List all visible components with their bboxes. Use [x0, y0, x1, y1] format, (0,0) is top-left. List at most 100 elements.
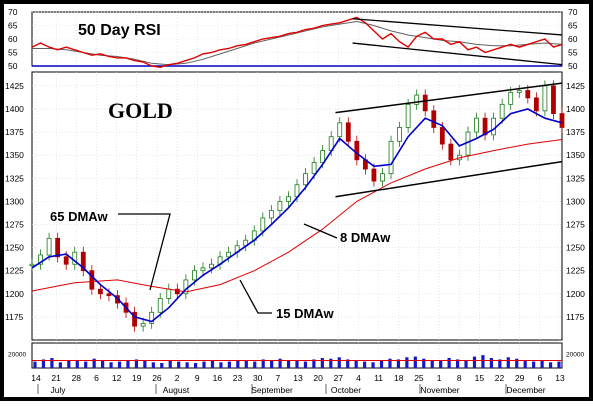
volume-bar — [67, 360, 71, 368]
volume-bar — [109, 362, 113, 368]
volume-bar — [286, 360, 291, 368]
gold-y-tick-right: 1250 — [566, 243, 585, 253]
x-tick-label: 26 — [152, 373, 162, 383]
price-candle-body — [260, 217, 266, 232]
x-tick-label: 19 — [132, 373, 142, 383]
volume-bar — [160, 363, 164, 368]
vol-y-tick-left: 20000 — [8, 352, 26, 359]
x-tick-label: 21 — [51, 373, 61, 383]
volume-bar — [219, 362, 223, 368]
volume-bar — [489, 358, 493, 368]
price-candle-body — [97, 288, 103, 295]
price-candle-body — [63, 256, 69, 265]
gold-y-tick-right: 1325 — [566, 173, 585, 183]
volume-bar — [126, 360, 130, 368]
x-tick-label: 28 — [72, 373, 82, 383]
volume-bar — [515, 358, 519, 368]
volume-bar — [101, 360, 105, 368]
price-candle-body — [414, 94, 420, 105]
price-candle-body — [337, 122, 343, 138]
volume-bar — [227, 361, 231, 368]
volume-bar — [464, 360, 468, 368]
x-tick-label: 18 — [394, 373, 404, 383]
month-label: October — [331, 385, 361, 395]
x-tick-label: 4 — [356, 373, 361, 383]
x-tick-label: 2 — [175, 373, 180, 383]
x-tick-label: 9 — [195, 373, 200, 383]
volume-bar — [151, 362, 155, 368]
volume-bar — [413, 356, 417, 368]
rsi-y-tick-right: 70 — [568, 7, 578, 17]
price-candle-body — [345, 122, 351, 142]
price-candle-body — [277, 200, 283, 212]
rsi-trendline-0 — [352, 18, 563, 36]
volume-bar — [481, 355, 485, 368]
rsi-y-tick-left: 70 — [8, 7, 18, 17]
x-tick-label: 27 — [334, 373, 344, 383]
price-candle-body — [140, 322, 146, 327]
price-candle-body — [516, 90, 522, 93]
volume-bar — [50, 358, 54, 368]
price-candle-body — [200, 267, 206, 272]
inner-background — [4, 4, 589, 397]
price-candle-body — [559, 113, 565, 128]
volume-bar — [33, 361, 37, 368]
volume-bar — [472, 356, 477, 368]
rsi-line — [31, 16, 563, 69]
volume-bar — [430, 360, 434, 368]
volume-bar — [354, 360, 358, 368]
month-label: November — [420, 385, 459, 395]
volume-bar — [134, 359, 139, 368]
x-tick-label: 23 — [233, 373, 243, 383]
x-tick-label: 30 — [253, 373, 263, 383]
gold-title: GOLD — [108, 98, 173, 123]
gold-y-tick-right: 1200 — [566, 289, 585, 299]
volume-bar — [548, 362, 553, 368]
price-candle-body — [439, 127, 445, 145]
price-candle-body — [354, 140, 360, 161]
volume-bar — [346, 359, 350, 368]
volume-bar — [523, 360, 527, 368]
volume-bar — [540, 360, 544, 368]
x-tick-label: 25 — [414, 373, 424, 383]
volume-bar — [379, 360, 384, 368]
gold-trendline-0 — [335, 82, 563, 114]
month-label: December — [506, 385, 545, 395]
price-candle-body — [474, 117, 479, 133]
volume-bar — [312, 359, 316, 368]
volume-bar — [422, 358, 426, 368]
gold-y-tick-right: 1225 — [566, 266, 585, 276]
price-candle-body — [46, 237, 52, 256]
rsi-y-tick-left: 60 — [8, 34, 18, 44]
x-tick-label: 1 — [437, 373, 442, 383]
volume-bar — [557, 361, 561, 368]
gold-y-tick-right: 1425 — [566, 81, 585, 91]
gold-y-tick-left: 1250 — [5, 243, 24, 253]
vol-y-tick-right: 20000 — [566, 352, 584, 359]
label-8-dmaw: 8 DMAw — [340, 230, 391, 245]
volume-bar — [143, 360, 147, 368]
gold-y-tick-left: 1275 — [5, 219, 24, 229]
volume-bar — [236, 360, 240, 368]
dmaw-65-line — [31, 139, 563, 293]
volume-bar — [244, 360, 248, 368]
volume-bar — [388, 358, 392, 368]
gold-y-tick-right: 1400 — [566, 104, 585, 114]
volume-bar — [363, 361, 367, 368]
x-tick-label: 22 — [495, 373, 505, 383]
price-candle-body — [89, 270, 95, 290]
rsi-trendline-1 — [352, 42, 563, 66]
volume-bar — [177, 361, 181, 368]
x-tick-label: 12 — [112, 373, 122, 383]
gold-y-tick-right: 1350 — [566, 150, 585, 160]
price-candle-body — [286, 196, 291, 202]
volume-bar — [498, 359, 502, 368]
price-candle-body — [209, 263, 214, 269]
price-candle-body — [431, 110, 437, 128]
x-tick-label: 13 — [555, 373, 565, 383]
panel-frame-1 — [31, 71, 563, 341]
dmaw-8-line — [31, 108, 563, 323]
price-candle-body — [542, 85, 548, 112]
price-candle-body — [226, 251, 232, 258]
